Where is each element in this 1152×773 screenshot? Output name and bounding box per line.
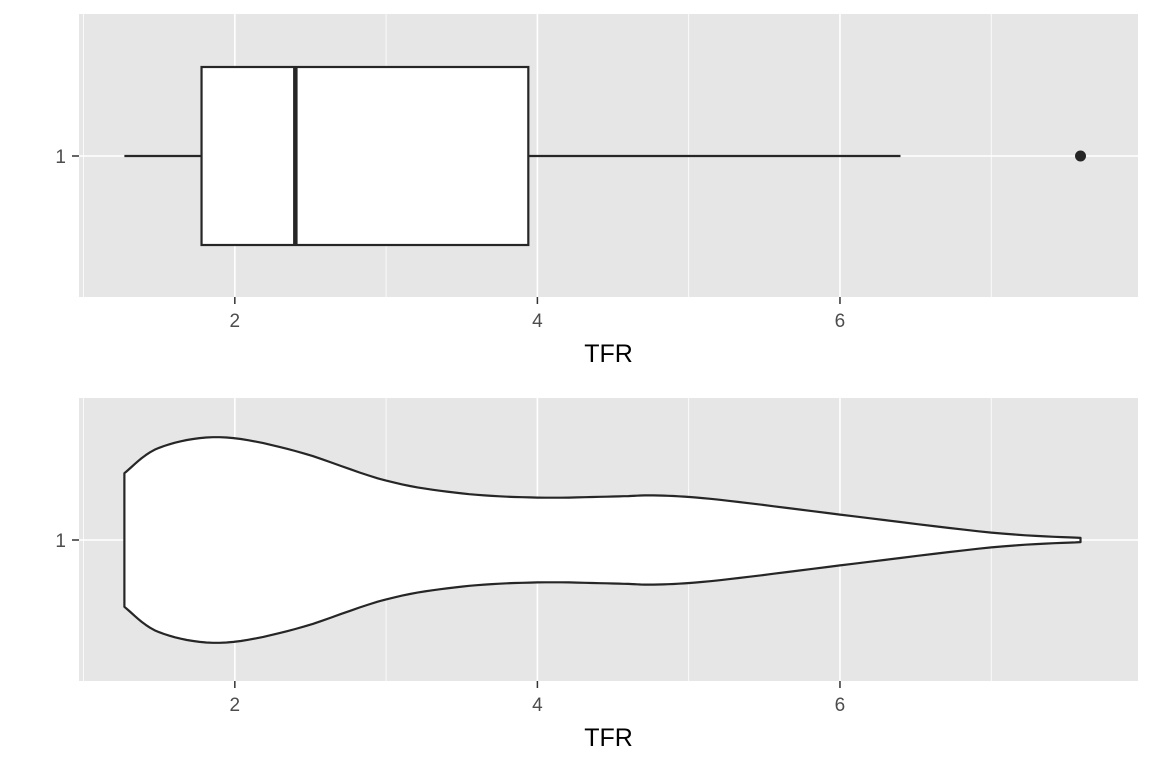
violin-shape <box>123 436 1082 644</box>
x-tick-label: 2 <box>230 695 241 716</box>
x-axis-title: TFR <box>584 340 633 368</box>
panel-2: 1 2 4 6 TFR <box>55 398 1138 752</box>
x-tick-label: 4 <box>532 311 543 332</box>
x-tick-label: 6 <box>835 695 846 716</box>
x-tick-label: 2 <box>230 311 241 332</box>
x-axis-title: TFR <box>584 724 633 752</box>
panel-1: 1 2 4 6 TFR <box>55 14 1138 368</box>
y-tick-label: 1 <box>55 147 66 168</box>
x-tick-label: 4 <box>532 695 543 716</box>
box-iqr <box>200 65 530 247</box>
y-tick-label: 1 <box>55 531 66 552</box>
x-tick-label: 6 <box>835 311 846 332</box>
outlier-point <box>1075 150 1087 162</box>
